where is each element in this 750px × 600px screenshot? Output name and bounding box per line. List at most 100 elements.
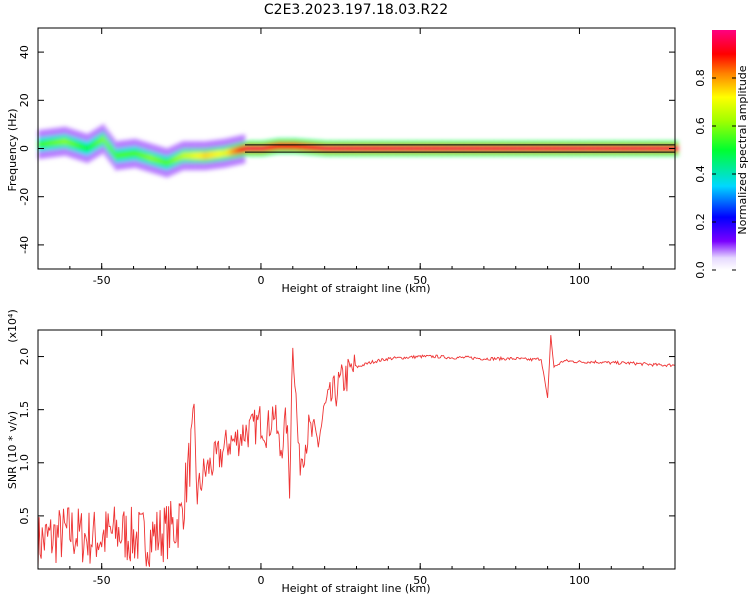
spectrogram-core-cell bbox=[238, 146, 243, 154]
spectrogram-core-cell bbox=[104, 139, 109, 147]
snr-series bbox=[37, 335, 676, 570]
spectrogram-core-cell bbox=[458, 144, 462, 153]
spectrogram-core-cell bbox=[659, 144, 663, 153]
spectrogram-core-cell bbox=[547, 144, 551, 153]
spectrogram-core-cell bbox=[114, 152, 118, 160]
spectrogram-core-cell bbox=[445, 144, 450, 153]
spectrogram-core-cell bbox=[181, 152, 185, 160]
colorbar-gradient bbox=[712, 30, 736, 270]
spectrogram-y-label: Frequency (Hz) bbox=[6, 109, 19, 192]
spectrogram-core-cell bbox=[165, 159, 169, 167]
spectrogram-core-cell bbox=[248, 144, 252, 153]
spectrogram-core-cell bbox=[553, 144, 558, 153]
spectrogram-core-cell bbox=[171, 156, 176, 164]
snr-y-label: SNR (10 * v/v) bbox=[6, 411, 19, 489]
spectrogram-core-cell bbox=[190, 152, 195, 160]
spectrogram-core-cell bbox=[652, 144, 657, 153]
spectrogram-core-cell bbox=[636, 144, 641, 153]
spectrogram-core-cell bbox=[251, 144, 255, 153]
spectrogram-core-cell bbox=[378, 144, 383, 153]
spectrogram-core-cell bbox=[550, 144, 555, 153]
spectrogram-core-cell bbox=[324, 144, 329, 153]
spectrogram-core-cell bbox=[487, 144, 491, 153]
spectrogram-core-cell bbox=[57, 138, 61, 146]
colorbar-tick-label: 0.6 bbox=[694, 117, 707, 135]
y-tick-label: 2.0 bbox=[18, 348, 31, 366]
spectrogram-core-cell bbox=[480, 144, 485, 153]
spectrogram-core-cell bbox=[624, 144, 628, 153]
spectrogram-core-cell bbox=[362, 144, 367, 153]
spectrogram-core-cell bbox=[73, 140, 77, 148]
spectrogram-core-cell bbox=[665, 144, 669, 153]
spectrogram-core-cell bbox=[643, 144, 647, 153]
colorbar-tick-label: 0.8 bbox=[694, 69, 707, 87]
spectrogram-x-ticks: -50 0 50 100 bbox=[37, 28, 676, 287]
spectrogram-core-cell bbox=[646, 144, 650, 153]
spectrogram-core-cell bbox=[439, 144, 443, 153]
spectrogram-core-cell bbox=[108, 143, 112, 151]
spectrogram-core-cell bbox=[120, 151, 125, 159]
spectrogram-core-cell bbox=[388, 144, 392, 153]
spectrogram-core-cell bbox=[219, 150, 223, 158]
spectrogram-core-cell bbox=[95, 139, 99, 147]
spectrogram-core-cell bbox=[187, 152, 192, 160]
colorbar-label: Normalized spectral amplitude bbox=[736, 65, 749, 234]
spectrogram-core-cell bbox=[385, 144, 389, 153]
spectrogram-core-cell bbox=[245, 144, 249, 153]
spectrogram-core-cell bbox=[289, 142, 294, 150]
spectrogram-core-cell bbox=[464, 144, 469, 153]
spectrogram-core-cell bbox=[343, 144, 348, 153]
spectrogram-core-cell bbox=[649, 144, 653, 153]
spectrogram-core-cell bbox=[528, 144, 532, 153]
x-tick-label: 100 bbox=[569, 574, 590, 587]
spectrogram-core-cell bbox=[264, 144, 268, 152]
spectrogram-core-cell bbox=[515, 144, 520, 153]
spectrogram-core-cell bbox=[372, 144, 376, 153]
colorbar-tick-label: 0.2 bbox=[694, 213, 707, 231]
x-tick-label: -50 bbox=[93, 274, 111, 287]
spectrogram-core-cell bbox=[44, 140, 48, 148]
spectrogram-core-cell bbox=[455, 144, 459, 153]
spectrogram-core-cell bbox=[471, 144, 475, 153]
spectrogram-center-line bbox=[245, 144, 675, 153]
spectrogram-core-cell bbox=[592, 144, 596, 153]
spectrogram-core-cell bbox=[662, 144, 666, 153]
spectrogram-core-cell bbox=[308, 143, 313, 151]
colorbar-ticks: 0.0 0.2 0.4 0.6 0.8 bbox=[694, 69, 736, 279]
spectrogram-core-cell bbox=[512, 144, 516, 153]
spectrogram-core-cell bbox=[152, 155, 157, 163]
spectrogram-core-cell bbox=[369, 144, 373, 153]
spectrogram-core-cell bbox=[436, 144, 440, 153]
spectrogram-core-cell bbox=[139, 151, 144, 159]
snr-series-line bbox=[37, 335, 676, 570]
spectrogram-core-cell bbox=[194, 152, 198, 160]
y-tick-label: -20 bbox=[18, 188, 31, 206]
x-tick-label: 0 bbox=[257, 274, 264, 287]
spectrogram-core-cell bbox=[579, 144, 583, 153]
spectrogram-core-cell bbox=[235, 146, 239, 155]
spectrogram-core-cell bbox=[544, 144, 548, 153]
spectrogram-core-cell bbox=[598, 144, 602, 153]
spectrogram-core-cell bbox=[327, 144, 332, 153]
spectrogram-core-cell bbox=[276, 142, 281, 150]
spectrogram-core-cell bbox=[452, 144, 456, 153]
spectrogram-core-cell bbox=[655, 144, 660, 153]
colorbar-tick-label: 0.4 bbox=[694, 165, 707, 183]
spectrogram-core-cell bbox=[206, 151, 211, 159]
colorbar: 0.0 0.2 0.4 0.6 0.8 Normalized spectral ampl… bbox=[694, 30, 749, 279]
spectrogram-core-cell bbox=[381, 144, 386, 153]
spectrogram-core-cell bbox=[257, 144, 262, 153]
spectrogram-core-cell bbox=[184, 152, 188, 160]
spectrogram-core-cell bbox=[149, 154, 153, 162]
snr-panel: -50 0 50 100 0.5 1.0 1.5 2.0 Height of straigh… bbox=[6, 309, 676, 595]
y-tick-label: -40 bbox=[18, 236, 31, 254]
spectrogram-core-cell bbox=[604, 144, 609, 153]
spectrogram-core-cell bbox=[404, 144, 408, 153]
spectrogram-core-cell bbox=[63, 137, 67, 145]
spectrogram-core-cell bbox=[509, 144, 513, 153]
spectrogram-core-cell bbox=[267, 143, 271, 152]
spectrogram-core-cell bbox=[569, 144, 574, 153]
spectrogram-core-cell bbox=[538, 144, 542, 153]
spectrogram-core-cell bbox=[407, 144, 411, 153]
spectrogram-core-cell bbox=[311, 143, 316, 152]
